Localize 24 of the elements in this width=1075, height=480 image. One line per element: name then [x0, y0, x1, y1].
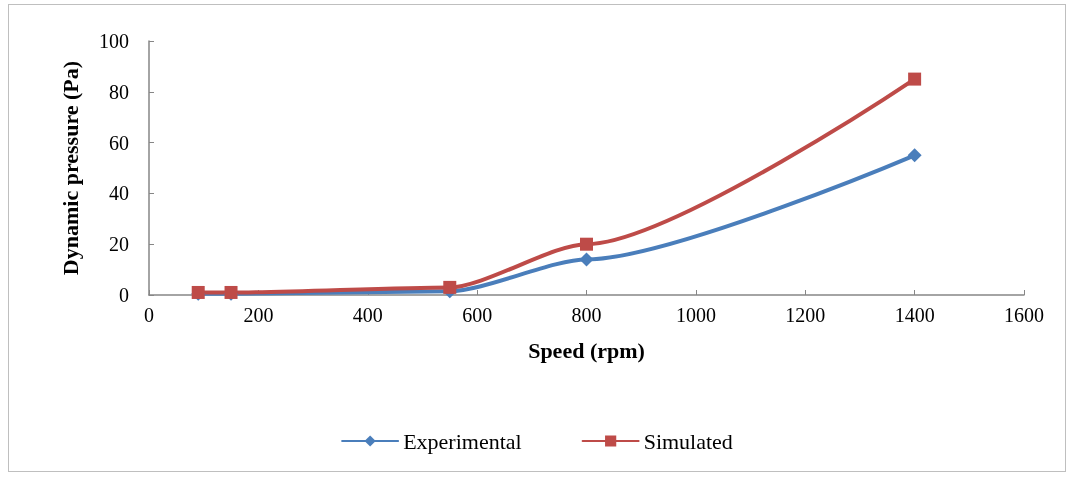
y-tick-label: 80: [109, 80, 129, 103]
x-axis-title: Speed (rpm): [528, 337, 645, 363]
x-tick-label: 0: [144, 304, 154, 326]
y-axis-title: Dynamic pressure (Pa): [57, 60, 83, 276]
y-tick-label: 20: [109, 233, 129, 256]
x-tick-label: 800: [571, 304, 602, 326]
y-tick-label: 0: [119, 284, 129, 306]
x-tick-label: 200: [243, 304, 274, 326]
x-tick-label: 1600: [1004, 304, 1044, 326]
x-tick-label: 600: [462, 304, 493, 326]
legend-label: Simulated: [643, 428, 733, 454]
x-tick-label: 1400: [894, 304, 935, 326]
y-tick-label: 100: [99, 30, 129, 52]
legend-label: Experimental: [403, 428, 522, 454]
x-tick-label: 400: [352, 304, 383, 326]
x-tick-label: 1200: [785, 304, 826, 326]
point: [443, 280, 457, 294]
point: [907, 148, 922, 163]
y-tick-label: 40: [109, 182, 129, 205]
x-tick-label: 1000: [675, 304, 716, 326]
point: [580, 237, 593, 251]
y-tick-label: 60: [109, 131, 129, 154]
point: [908, 72, 922, 86]
point: [579, 252, 594, 267]
